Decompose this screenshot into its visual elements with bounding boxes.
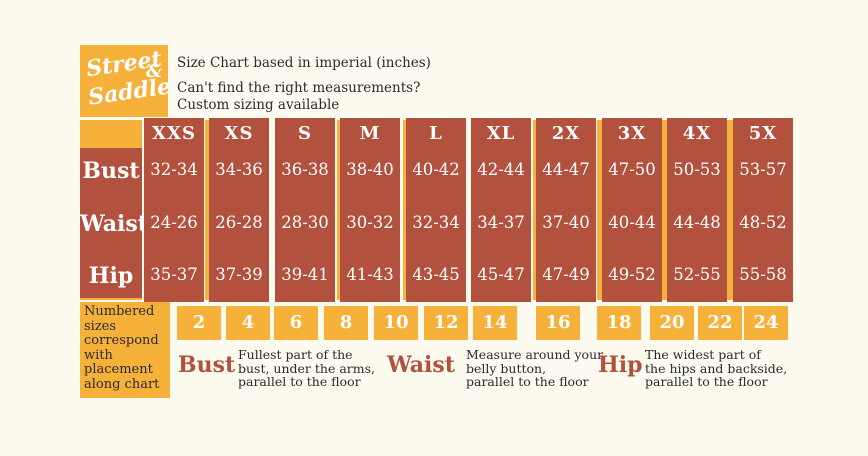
cell-hip: 52-55 [673, 265, 721, 284]
guide-term-hip: Hip [598, 352, 643, 378]
column-divider [205, 120, 211, 300]
size-header: XXS [152, 123, 196, 144]
column-divider [727, 120, 733, 300]
row-label-bust: Bust [82, 158, 140, 184]
guide-desc-hip: The widest part of the hips and backside… [645, 348, 787, 389]
cell-hip: 35-37 [150, 265, 198, 284]
numbered-size: 2 [177, 306, 221, 340]
cell-hip: 45-47 [477, 265, 525, 284]
numbered-size: 10 [374, 306, 418, 340]
size-header: M [359, 123, 381, 144]
cell-bust: 47-50 [608, 160, 656, 179]
numbered-size: 22 [698, 306, 742, 340]
size-header: XL [486, 123, 516, 144]
cell-waist: 40-44 [608, 213, 656, 232]
guide-desc-waist-2: belly button, [466, 360, 547, 376]
numbered-size: 16 [536, 306, 580, 340]
cell-bust: 53-57 [739, 160, 787, 179]
numbered-size: 20 [650, 306, 694, 340]
column-divider [597, 120, 603, 300]
cell-waist: 34-37 [477, 213, 525, 232]
guide-desc-bust-1: Fullest part of the [238, 347, 353, 362]
size-column [471, 118, 531, 302]
numbered-size: 14 [473, 306, 517, 340]
size-header: 4X [682, 123, 712, 144]
cell-hip: 47-49 [542, 265, 590, 284]
cell-hip: 49-52 [608, 265, 656, 284]
size-column [733, 118, 793, 302]
numbered-size: 6 [274, 306, 318, 340]
info-line2: Can't find the right measurements? [177, 80, 421, 96]
size-column [667, 118, 727, 302]
size-column [406, 118, 466, 302]
cell-waist: 26-28 [215, 213, 263, 232]
size-column [275, 118, 335, 302]
guide-desc-bust-2: bust, under the arms, [238, 360, 375, 376]
guide-desc-hip-3: parallel to the floor [645, 374, 768, 389]
size-column [340, 118, 400, 302]
size-header: 2X [551, 123, 581, 144]
cell-hip: 55-58 [739, 265, 787, 284]
cell-hip: 37-39 [215, 265, 263, 284]
cell-waist: 32-34 [412, 213, 460, 232]
guide-desc-waist: Measure around your belly button, parall… [466, 348, 603, 389]
size-column [602, 118, 662, 302]
chart-title: Size Chart based in imperial (inches) [177, 55, 431, 71]
cell-bust: 34-36 [215, 160, 263, 179]
numbered-note-text: Numbered sizes correspond with placement… [84, 304, 160, 392]
brand-amp: & [146, 61, 163, 82]
cell-waist: 30-32 [346, 213, 394, 232]
guide-desc-hip-2: the hips and backside, [645, 360, 788, 376]
guide-desc-bust: Fullest part of the bust, under the arms… [238, 348, 375, 389]
cell-waist: 24-26 [150, 213, 198, 232]
guide-term-waist: Waist [387, 352, 455, 378]
cell-waist: 28-30 [281, 213, 329, 232]
label-background [80, 148, 142, 298]
cell-bust: 32-34 [150, 160, 198, 179]
guide-desc-bust-3: parallel to the floor [238, 374, 361, 389]
cell-bust: 40-42 [412, 160, 460, 179]
numbered-note: Numbered sizes correspond with placement… [80, 302, 170, 398]
guide-desc-waist-3: parallel to the floor [466, 374, 589, 389]
cell-waist: 37-40 [542, 213, 590, 232]
row-label-waist: Waist [80, 211, 148, 237]
size-header: L [429, 123, 443, 144]
guide-desc-waist-1: Measure around your [466, 347, 604, 362]
size-header: 3X [617, 123, 647, 144]
numbered-size: 18 [597, 306, 641, 340]
cell-hip: 39-41 [281, 265, 329, 284]
cell-waist: 48-52 [739, 213, 787, 232]
numbered-size: 4 [226, 306, 270, 340]
row-label-hip: Hip [88, 263, 134, 289]
info-line3: Custom sizing available [177, 97, 340, 113]
numbered-size: 24 [744, 306, 788, 340]
size-column [536, 118, 596, 302]
size-column [209, 118, 269, 302]
brand-logo: Street & Saddle [80, 45, 168, 117]
column-divider [661, 120, 667, 300]
guide-desc-hip-1: The widest part of [645, 347, 761, 362]
guide-term-bust: Bust [178, 352, 236, 378]
cell-bust: 36-38 [281, 160, 329, 179]
cell-bust: 50-53 [673, 160, 721, 179]
cell-hip: 41-43 [346, 265, 394, 284]
cell-bust: 42-44 [477, 160, 525, 179]
cell-bust: 44-47 [542, 160, 590, 179]
size-header: XS [224, 123, 254, 144]
cell-bust: 38-40 [346, 160, 394, 179]
size-column [144, 118, 204, 302]
size-header: S [298, 123, 312, 144]
numbered-size: 12 [424, 306, 468, 340]
size-header: 5X [748, 123, 778, 144]
numbered-size: 8 [324, 306, 368, 340]
cell-waist: 44-48 [673, 213, 721, 232]
cell-hip: 43-45 [412, 265, 460, 284]
